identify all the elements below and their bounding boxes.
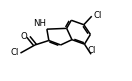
Text: Cl: Cl [93, 11, 102, 20]
Text: O: O [21, 32, 27, 41]
Text: Cl: Cl [11, 48, 19, 57]
Text: NH: NH [33, 19, 46, 28]
Text: Cl: Cl [88, 46, 96, 55]
